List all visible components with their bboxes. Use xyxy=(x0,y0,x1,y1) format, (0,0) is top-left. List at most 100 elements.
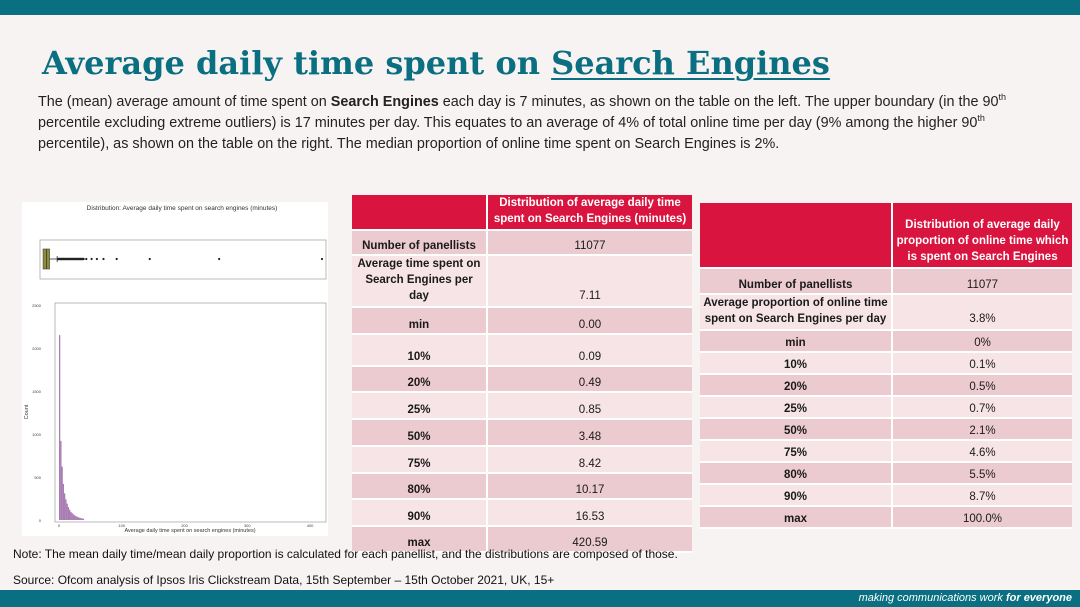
table-row: 75% 4.6% xyxy=(700,441,1072,463)
histogram-bar xyxy=(69,509,71,520)
boxplot-outlier xyxy=(95,257,98,261)
histogram xyxy=(59,335,85,520)
note-text: Note: The mean daily time/mean daily pro… xyxy=(13,547,678,561)
bottom-brand-bar: making communications work for everyone xyxy=(0,590,1080,607)
row-value: 420.59 xyxy=(488,527,692,553)
table-row: min 0.00 xyxy=(352,308,692,335)
row-label: Average proportion of online time spent … xyxy=(700,295,893,331)
chart-svg: Distribution: Average daily time spent o… xyxy=(24,205,327,534)
row-label: 25% xyxy=(700,397,893,419)
intro-text-1: The (mean) average amount of time spent … xyxy=(38,94,331,110)
intro-bold: Search Engines xyxy=(330,94,439,110)
histogram-bar xyxy=(64,493,66,520)
histogram-bar xyxy=(74,515,76,520)
row-label: Number of panellists xyxy=(352,231,488,256)
source-text: Source: Ofcom analysis of Ipsos Iris Cli… xyxy=(13,573,555,587)
table-row: 20% 0.49 xyxy=(352,367,692,393)
distribution-chart: Distribution: Average daily time spent o… xyxy=(22,202,328,536)
row-label: 50% xyxy=(352,420,488,447)
intro-text-2: each day is 7 minutes, as shown on the t… xyxy=(438,94,999,110)
intro-sup-2: th xyxy=(977,113,985,124)
table-header: Distribution of average daily time spent… xyxy=(488,195,692,231)
row-label: 10% xyxy=(700,353,893,375)
y-axis-ticks: 0 500 1000 1500 2000 2500 xyxy=(32,303,42,523)
x-axis-label: Average daily time spent on search engin… xyxy=(124,528,255,534)
table-row: 25% 0.7% xyxy=(700,397,1072,419)
table-row: 90% 8.7% xyxy=(700,485,1072,507)
boxplot-outlier xyxy=(66,257,69,261)
y-tick-label: 500 xyxy=(34,475,41,480)
boxplot-frame xyxy=(39,239,327,280)
row-label: 90% xyxy=(352,500,488,527)
histogram-bar xyxy=(62,483,65,520)
row-value: 8.7% xyxy=(893,485,1072,507)
row-value: 2.1% xyxy=(893,419,1072,441)
table-row: max 100.0% xyxy=(700,507,1072,529)
boxplot-outlier xyxy=(102,257,105,261)
intro-paragraph: The (mean) average amount of time spent … xyxy=(38,92,1038,155)
row-value: 100.0% xyxy=(893,507,1072,529)
x-tick-label: 300 xyxy=(244,523,251,528)
table-header: Distribution of average daily proportion… xyxy=(893,203,1072,269)
table-header-row: Distribution of average daily proportion… xyxy=(700,203,1072,269)
boxplot-outlier-band xyxy=(57,257,84,261)
boxplot-outlier xyxy=(62,257,65,261)
histogram-bar xyxy=(71,513,73,520)
row-label: Number of panellists xyxy=(700,269,893,295)
page-title: Average daily time spent on Search Engin… xyxy=(42,44,830,82)
y-tick-label: 2000 xyxy=(32,346,42,351)
row-value: 3.8% xyxy=(893,295,1072,331)
row-value: 0.1% xyxy=(893,353,1072,375)
row-value: 3.48 xyxy=(488,420,692,447)
row-label: max xyxy=(700,507,893,529)
table-row: min 0% xyxy=(700,331,1072,353)
row-value: 8.42 xyxy=(488,447,692,474)
table-header-row: Distribution of average daily time spent… xyxy=(352,195,692,231)
intro-sup-1: th xyxy=(998,92,1007,103)
x-axis-ticks: 0 100 200 300 400 xyxy=(58,523,314,528)
y-axis-label: Count xyxy=(24,404,30,419)
table-row: 10% 0.09 xyxy=(352,335,692,367)
table-row: 80% 10.17 xyxy=(352,474,692,500)
row-label: 75% xyxy=(352,447,488,474)
row-value: 16.53 xyxy=(488,500,692,527)
table-row: 25% 0.85 xyxy=(352,393,692,420)
boxplot-outlier xyxy=(82,257,85,261)
histogram-bar xyxy=(76,516,78,520)
x-tick-label: 100 xyxy=(118,523,125,528)
y-tick-label: 1000 xyxy=(32,432,42,437)
histogram-bar xyxy=(77,517,80,520)
table-row: 80% 5.5% xyxy=(700,463,1072,485)
row-value: 0.7% xyxy=(893,397,1072,419)
row-label: 75% xyxy=(700,441,893,463)
table-header-blank xyxy=(700,203,893,269)
boxplot-outlier xyxy=(218,257,221,261)
row-label: 20% xyxy=(700,375,893,397)
row-value: 7.11 xyxy=(488,256,692,308)
table-row: 10% 0.1% xyxy=(700,353,1072,375)
title-link[interactable]: Search Engines xyxy=(551,44,830,82)
histogram-bar xyxy=(72,514,75,520)
table-row: Number of panellists 11077 xyxy=(352,231,692,256)
row-value: 0.09 xyxy=(488,335,692,367)
row-label: 80% xyxy=(352,474,488,500)
y-tick-label: 2500 xyxy=(32,303,42,308)
y-tick-label: 0 xyxy=(39,518,42,523)
histogram-bar xyxy=(82,518,85,520)
boxplot xyxy=(42,248,324,270)
table-row: 75% 8.42 xyxy=(352,447,692,474)
table-row: 20% 0.5% xyxy=(700,375,1072,397)
x-tick-label: 400 xyxy=(307,523,314,528)
table-row: 90% 16.53 xyxy=(352,500,692,527)
row-label: 25% xyxy=(352,393,488,420)
boxplot-outlier xyxy=(148,257,151,261)
histogram-bar xyxy=(70,511,72,520)
row-label: 80% xyxy=(700,463,893,485)
histogram-bar xyxy=(59,335,61,520)
row-value: 11077 xyxy=(488,231,692,256)
histogram-bar xyxy=(67,507,70,520)
row-label: 50% xyxy=(700,419,893,441)
row-value: 0.00 xyxy=(488,308,692,335)
histogram-frame xyxy=(54,302,327,523)
title-text: Average daily time spent on xyxy=(42,44,552,82)
